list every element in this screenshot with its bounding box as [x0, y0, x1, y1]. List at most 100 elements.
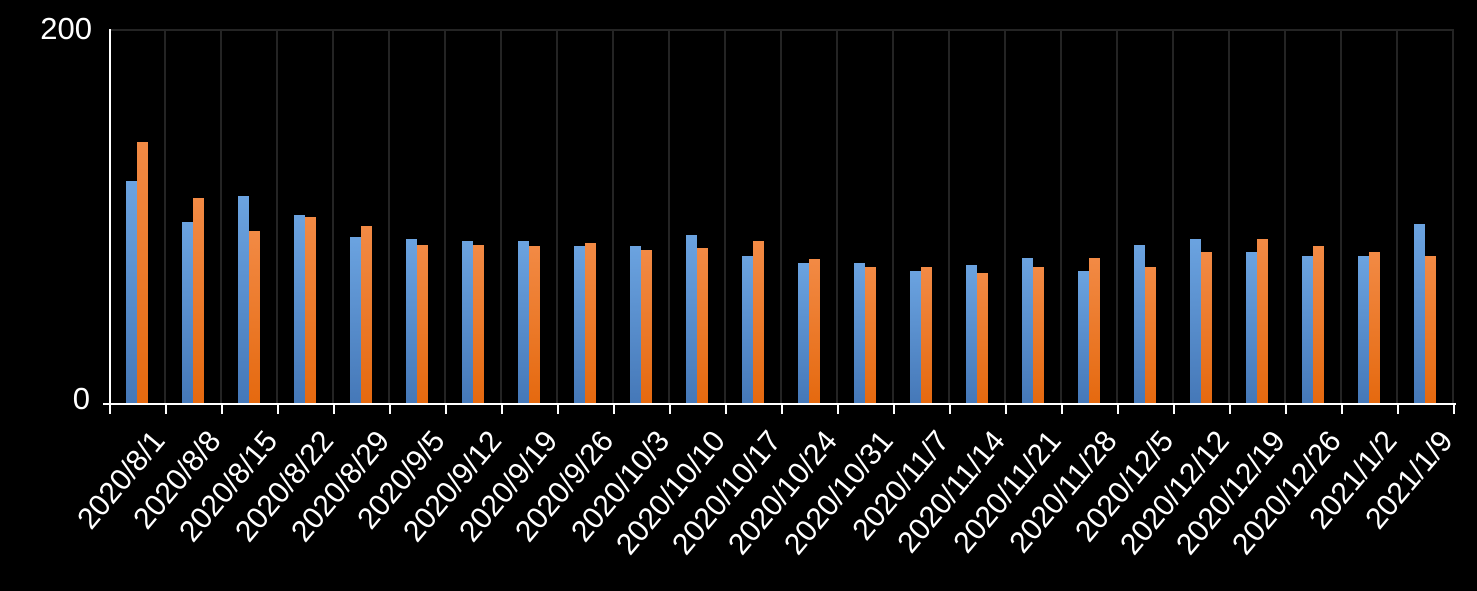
bar-series-orange: [977, 272, 988, 403]
bar-series-orange: [361, 225, 372, 403]
bar-series-orange: [1089, 257, 1100, 403]
category-cell: [1342, 30, 1398, 403]
x-axis-tick-mark: [109, 405, 111, 414]
y-axis-label-200: 200: [40, 11, 92, 46]
bar-series-blue: [462, 240, 473, 403]
x-axis-tick-mark: [221, 405, 223, 414]
x-axis-tick-mark: [1117, 405, 1119, 414]
x-axis-tick-mark: [389, 405, 391, 414]
bar-series-orange: [865, 266, 876, 403]
category-cell: [446, 30, 502, 403]
bar-series-blue: [1246, 251, 1257, 403]
plot-area: [110, 30, 1454, 403]
x-axis-tick-mark: [893, 405, 895, 414]
bar-series-blue: [630, 246, 641, 403]
category-cell: [782, 30, 838, 403]
category-cell: [614, 30, 670, 403]
x-axis-tick-mark: [1229, 405, 1231, 414]
bar-series-orange: [641, 250, 652, 403]
category-cell: [558, 30, 614, 403]
x-axis-tick-mark: [1173, 405, 1175, 414]
bar-series-orange: [1257, 238, 1268, 403]
x-axis-tick-mark: [725, 405, 727, 414]
x-axis-tick-mark: [1061, 405, 1063, 414]
bar-series-blue: [350, 237, 361, 403]
x-axis-tick-mark: [613, 405, 615, 414]
bar-series-blue: [182, 222, 193, 403]
category-cell: [1006, 30, 1062, 403]
bar-series-blue: [1190, 238, 1201, 403]
bar-series-blue: [966, 265, 977, 403]
bar-series-blue: [126, 181, 137, 403]
bar-series-blue: [294, 214, 305, 403]
bar-series-orange: [305, 216, 316, 403]
category-cell: [110, 30, 166, 403]
bar-series-orange: [417, 244, 428, 403]
category-cell: [278, 30, 334, 403]
bar-series-blue: [1022, 257, 1033, 403]
category-cell: [1398, 30, 1454, 403]
bar-series-blue: [1078, 270, 1089, 403]
bar-series-blue: [574, 246, 585, 403]
bar-series-blue: [854, 263, 865, 403]
bar-series-blue: [1358, 255, 1369, 403]
bar-series-orange: [1425, 255, 1436, 403]
bar-series-blue: [518, 240, 529, 403]
bar-series-orange: [921, 266, 932, 403]
category-cell: [166, 30, 222, 403]
category-cell: [1062, 30, 1118, 403]
x-axis-tick-mark: [837, 405, 839, 414]
x-axis-tick-mark: [1453, 405, 1455, 414]
category-cell: [1286, 30, 1342, 403]
bar-series-orange: [137, 141, 148, 403]
bar-series-blue: [742, 255, 753, 403]
category-cell: [222, 30, 278, 403]
category-cell: [950, 30, 1006, 403]
category-cell: [726, 30, 782, 403]
x-axis-tick-mark: [333, 405, 335, 414]
y-axis-label-0: 0: [72, 381, 90, 416]
bar-series-orange: [753, 240, 764, 403]
bar-series-orange: [1145, 266, 1156, 403]
x-axis-tick-mark: [1341, 405, 1343, 414]
bar-series-orange: [1201, 251, 1212, 403]
category-cell: [390, 30, 446, 403]
bar-series-blue: [238, 196, 249, 403]
bar-series-orange: [1369, 251, 1380, 403]
category-cell: [838, 30, 894, 403]
x-axis-tick-mark: [557, 405, 559, 414]
x-axis-tick-mark: [781, 405, 783, 414]
bar-series-orange: [1033, 266, 1044, 403]
bar-series-orange: [473, 244, 484, 403]
x-axis-tick-mark: [445, 405, 447, 414]
category-cell: [1230, 30, 1286, 403]
category-cell: [334, 30, 390, 403]
bar-series-blue: [406, 238, 417, 403]
x-axis-tick-mark: [1397, 405, 1399, 414]
bar-series-blue: [1302, 255, 1313, 403]
x-axis-tick-mark: [277, 405, 279, 414]
x-axis-tick-mark: [1285, 405, 1287, 414]
bar-series-orange: [249, 231, 260, 403]
category-cell: [894, 30, 950, 403]
bar-series-orange: [585, 242, 596, 403]
x-axis-line: [103, 403, 1456, 405]
x-axis-tick-mark: [501, 405, 503, 414]
bar-series-orange: [1313, 246, 1324, 403]
bar-series-orange: [697, 248, 708, 403]
bar-series-orange: [529, 246, 540, 403]
x-axis-tick-mark: [165, 405, 167, 414]
category-cell: [1174, 30, 1230, 403]
y-axis-line: [109, 29, 111, 405]
bar-series-blue: [686, 235, 697, 403]
bar-series-blue: [1414, 224, 1425, 403]
x-axis-tick-mark: [949, 405, 951, 414]
bar-series-orange: [193, 197, 204, 403]
bar-series-blue: [798, 263, 809, 403]
bar-series-orange: [809, 259, 820, 403]
category-cell: [1118, 30, 1174, 403]
category-cell: [502, 30, 558, 403]
bar-series-blue: [1134, 244, 1145, 403]
x-axis-tick-mark: [1005, 405, 1007, 414]
